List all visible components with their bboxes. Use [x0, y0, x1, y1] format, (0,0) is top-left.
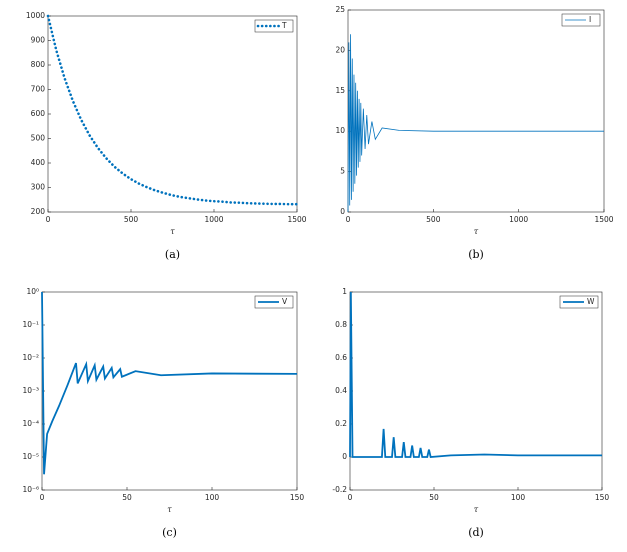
data-line: [46, 14, 299, 206]
y-tick-label: -0.2: [332, 485, 347, 494]
y-tick-label: 10⁻⁴: [22, 419, 39, 428]
y-tick-label: 500: [31, 134, 46, 143]
legend-label: V: [282, 297, 288, 306]
x-tick-label: 100: [205, 493, 220, 502]
caption: (d): [468, 526, 484, 539]
x-axis-label: τ: [474, 227, 479, 236]
x-tick-label: 50: [429, 493, 439, 502]
legend-label: T: [281, 21, 287, 30]
x-tick-label: 150: [290, 493, 305, 502]
caption: (c): [162, 526, 177, 539]
y-tick-label: 10: [335, 126, 345, 135]
x-tick-label: 0: [40, 493, 45, 502]
y-tick-label: 1: [342, 287, 347, 296]
y-tick-label: 800: [31, 60, 46, 69]
y-tick-label: 10⁰: [26, 287, 39, 296]
y-tick-label: 15: [335, 86, 345, 95]
y-tick-label: 0.4: [335, 386, 347, 395]
x-tick-label: 500: [124, 215, 139, 224]
y-tick-label: 20: [335, 45, 345, 54]
y-tick-label: 600: [31, 109, 46, 118]
x-tick-label: 1000: [509, 215, 528, 224]
x-axis-label: τ: [474, 505, 479, 514]
y-tick-label: 5: [340, 167, 345, 176]
x-tick-label: 0: [348, 493, 353, 502]
y-tick-label: 200: [31, 207, 46, 216]
caption: (b): [468, 248, 484, 261]
y-tick-label: 700: [31, 85, 46, 94]
x-tick-label: 1500: [287, 215, 306, 224]
y-tick-label: 300: [31, 183, 46, 192]
y-tick-label: 10⁻¹: [22, 320, 39, 329]
x-tick-label: 50: [122, 493, 132, 502]
x-tick-label: 1000: [204, 215, 223, 224]
data-line: [349, 291, 602, 458]
x-tick-label: 1500: [594, 215, 613, 224]
y-tick-label: 10⁻³: [22, 386, 39, 395]
axes-box: [47, 15, 298, 213]
legend-label: I: [589, 15, 591, 24]
y-tick-label: 0.8: [335, 320, 347, 329]
x-tick-label: 150: [595, 493, 610, 502]
y-tick-label: 10⁻⁵: [22, 452, 39, 461]
y-tick-label: 0.6: [335, 353, 347, 362]
y-tick-label: 10⁻⁶: [22, 485, 39, 494]
axes-box: [349, 291, 603, 491]
axes-box: [41, 291, 298, 491]
y-tick-label: 10⁻²: [22, 353, 39, 362]
x-tick-label: 100: [511, 493, 526, 502]
y-tick-label: 1000: [26, 11, 45, 20]
data-line: [41, 291, 298, 475]
x-tick-label: 0: [46, 215, 51, 224]
y-tick-label: 400: [31, 158, 46, 167]
legend-label: W: [587, 297, 595, 306]
y-tick-label: 25: [335, 5, 345, 14]
caption: (a): [165, 248, 180, 261]
axes-box: [347, 9, 605, 213]
y-tick-label: 0: [342, 452, 347, 461]
x-tick-label: 0: [346, 215, 351, 224]
data-line: [347, 34, 604, 213]
y-tick-label: 0.2: [335, 419, 347, 428]
y-tick-label: 0: [340, 207, 345, 216]
y-tick-label: 900: [31, 36, 46, 45]
x-tick-label: 500: [426, 215, 441, 224]
x-axis-label: τ: [167, 505, 172, 514]
x-axis-label: τ: [170, 227, 175, 236]
